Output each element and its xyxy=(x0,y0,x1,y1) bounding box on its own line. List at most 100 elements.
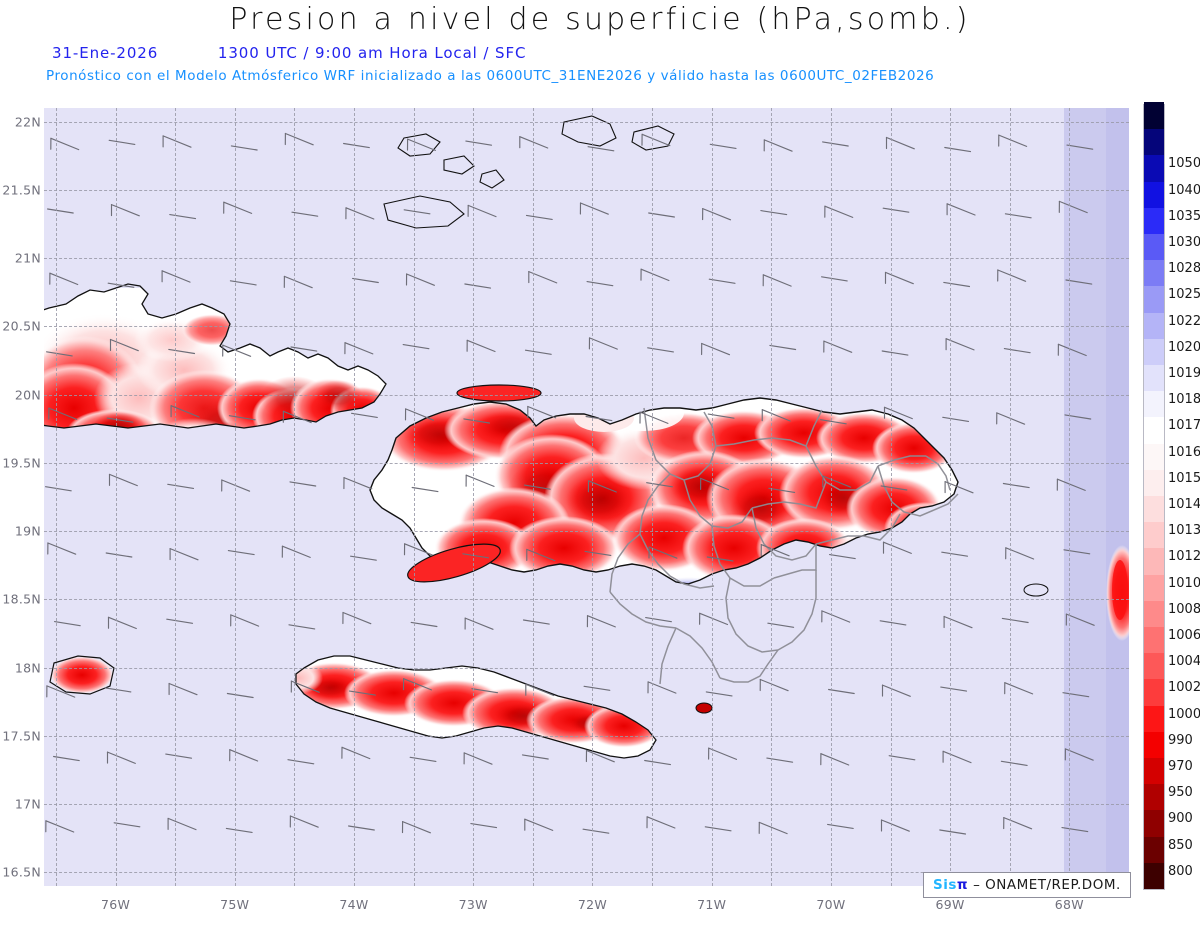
pi-logo-icon: π xyxy=(956,877,969,893)
graticule-parallel xyxy=(44,189,1129,191)
graticule-meridian xyxy=(413,108,415,886)
wind-barb xyxy=(584,550,612,556)
graticule-meridian xyxy=(592,108,594,886)
wind-barb xyxy=(169,214,197,220)
tiburon-peninsula-coastline xyxy=(295,655,657,759)
wind-barb xyxy=(706,556,734,562)
enriquillo-high-pressure-patch xyxy=(643,577,735,584)
wind-barb xyxy=(47,208,74,214)
wind-barb xyxy=(759,678,789,692)
wind-barb xyxy=(467,204,497,218)
graticule-meridian xyxy=(55,108,57,886)
wind-barb xyxy=(881,350,909,356)
wind-barb xyxy=(166,618,194,624)
wind-barb xyxy=(289,481,317,487)
wind-barb xyxy=(104,687,132,693)
wind-barb xyxy=(226,692,254,699)
wind-barb xyxy=(998,134,1028,147)
wind-barb xyxy=(525,683,555,697)
wind-barb xyxy=(579,202,609,215)
graticule-meridian xyxy=(652,108,654,886)
wind-barb xyxy=(470,823,498,829)
colorbar-cell xyxy=(1144,809,1164,837)
wind-barb xyxy=(106,417,134,423)
latitude-tick-label: 17N xyxy=(14,796,41,812)
wind-barb xyxy=(882,207,910,213)
wind-barb xyxy=(229,280,257,286)
organization-label: – ONAMET/REP.DOM. xyxy=(973,877,1121,893)
graticule-parallel xyxy=(44,394,1129,396)
wind-barb xyxy=(1002,482,1030,489)
graticule-parallel xyxy=(44,599,1129,601)
colorbar-cell xyxy=(1144,495,1164,523)
wind-barb xyxy=(646,482,673,488)
wind-barb xyxy=(1057,343,1087,357)
wind-barb xyxy=(48,407,78,420)
colorbar-cell xyxy=(1144,678,1164,706)
latitude-tick-label: 22N xyxy=(14,114,41,130)
wind-barb xyxy=(348,825,375,831)
longitude-tick-label: 74W xyxy=(339,897,369,912)
wind-barb xyxy=(758,821,788,835)
wind-barb xyxy=(471,688,499,694)
wind-barb xyxy=(942,750,972,764)
wind-barb xyxy=(167,817,197,831)
colorbar-tick-labels: 800 850 900 950 970 990 1000 1002 1004 1006 1008 10… xyxy=(1168,156,1200,879)
wind-barb xyxy=(828,688,855,695)
wind-barb xyxy=(162,135,192,148)
wind-barb xyxy=(46,351,73,357)
latitude-tick-label: 21.5N xyxy=(2,182,41,198)
wind-barb xyxy=(821,276,848,282)
wind-barb xyxy=(763,139,793,152)
wind-barb xyxy=(46,685,76,698)
small-islands xyxy=(49,115,1129,714)
graticule-parallel xyxy=(44,735,1129,737)
longitude-axis: 76W 75W 74W 73W 72W 71W 70W 69W 68W xyxy=(44,893,1129,923)
latitude-tick-label: 19.5N xyxy=(2,455,41,471)
wind-barb xyxy=(107,616,137,630)
colorbar-cell xyxy=(1144,836,1164,863)
colorbar-cell xyxy=(1144,207,1164,234)
wind-barb xyxy=(403,543,433,556)
wind-barb xyxy=(107,282,135,288)
graticule-meridian xyxy=(950,108,952,886)
wind-barb xyxy=(283,275,313,289)
wind-barb xyxy=(822,475,852,488)
colorbar-cell xyxy=(1144,128,1164,156)
wind-barb xyxy=(1003,348,1031,354)
wind-barb xyxy=(586,281,614,287)
wind-barb xyxy=(1056,478,1086,491)
wind-barb xyxy=(228,415,256,421)
wind-barb xyxy=(880,485,908,491)
wind-barb xyxy=(700,477,730,491)
model-description: Pronóstico con el Modelo Atmósferico WRF… xyxy=(46,68,935,84)
wind-barb xyxy=(1003,817,1033,830)
wind-barb xyxy=(588,337,618,350)
colorbar-cell xyxy=(1144,338,1164,365)
wind-barb xyxy=(54,621,81,627)
wind-barb xyxy=(524,349,552,355)
wind-barb xyxy=(284,132,314,146)
colorbar-cell xyxy=(1144,626,1164,654)
wind-barb xyxy=(405,273,435,286)
colorbar-cell xyxy=(1144,757,1164,785)
wind-barb xyxy=(402,344,430,350)
wind-barb xyxy=(880,819,910,832)
wind-barb xyxy=(940,686,968,692)
wind-barb xyxy=(943,281,971,288)
longitude-tick-label: 75W xyxy=(220,897,250,912)
colorbar-cell xyxy=(1144,705,1164,732)
longitude-tick-label: 73W xyxy=(458,897,488,912)
graticule-parallel xyxy=(44,326,1129,328)
pressure-colorbar xyxy=(1143,102,1165,890)
tiburon-peninsula-shading xyxy=(296,656,656,758)
graticule-parallel xyxy=(44,121,1129,123)
wind-barb xyxy=(169,548,199,561)
wind-barb xyxy=(526,548,556,562)
wind-barb xyxy=(881,684,911,697)
wind-barb xyxy=(769,344,797,351)
wind-barb xyxy=(463,752,493,765)
wind-barb xyxy=(342,611,372,625)
wind-barb xyxy=(53,755,80,762)
wind-barb xyxy=(822,141,849,147)
